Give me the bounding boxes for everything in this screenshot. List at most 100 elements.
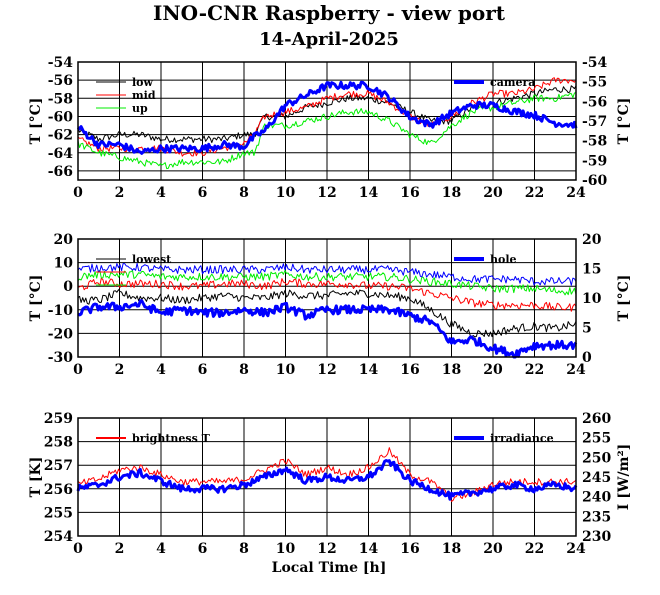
- plot-frame: [77, 417, 577, 537]
- series-line-green: [77, 269, 577, 296]
- x-tick-label: 24: [566, 362, 586, 378]
- y-tick-label: -56: [48, 73, 73, 89]
- y-tick-label: 20: [54, 232, 74, 248]
- x-tick-label: 16: [400, 185, 419, 201]
- y2-tick-label: 230: [582, 529, 611, 545]
- panel-1: 0 2 4 6 8 10 12 14 16 18 20 22 24-66-64-62-60-58-56-…: [28, 55, 632, 201]
- x-tick-label: 24: [566, 185, 586, 201]
- x-tick-label: 10: [276, 541, 296, 557]
- x-tick-label: 8: [239, 362, 249, 378]
- y2-axis-label: T [°C]: [616, 275, 632, 322]
- y-tick-label: 259: [44, 411, 73, 427]
- legend-label: mid: [132, 89, 156, 102]
- x-tick-label: 8: [239, 185, 249, 201]
- y-tick-label: 254: [44, 529, 73, 545]
- x-tick-label: 4: [156, 185, 166, 201]
- x-tick-label: 20: [483, 185, 503, 201]
- series-line-red: [77, 277, 577, 312]
- y2-tick-label: 20: [582, 232, 602, 248]
- y-tick-label: 0: [63, 279, 73, 295]
- y2-axis-label: T [°C]: [616, 98, 632, 145]
- y2-tick-label: 235: [582, 509, 611, 525]
- x-tick-label: 0: [73, 362, 83, 378]
- y2-tick-label: 240: [582, 490, 611, 506]
- y2-tick-label: 5: [582, 321, 592, 337]
- x-tick-label: 6: [198, 185, 208, 201]
- y2-tick-label: 260: [582, 411, 611, 427]
- y2-tick-label: 255: [582, 431, 611, 447]
- series-line-irradiance: [76, 459, 578, 501]
- legend-label: camera: [490, 76, 535, 89]
- y2-axis-label: I [W/m²]: [616, 444, 632, 510]
- y2-tick-label: 10: [582, 291, 602, 307]
- y2-tick-label: 250: [582, 450, 611, 466]
- x-tick-label: 2: [115, 362, 125, 378]
- x-tick-label: 2: [115, 541, 125, 557]
- x-tick-label: 4: [156, 362, 166, 378]
- series-line-camera: [76, 80, 578, 155]
- y-tick-label: -64: [48, 146, 74, 162]
- y-tick-label: -54: [48, 55, 74, 71]
- x-tick-label: 22: [525, 362, 544, 378]
- panel-2: 0 2 4 6 8 10 12 14 16 18 20 22 24-30-20-100102005101…: [28, 232, 632, 378]
- y-tick-label: 10: [54, 256, 74, 272]
- series-line-black: [77, 289, 577, 338]
- y-tick-label: -62: [48, 128, 73, 144]
- y2-tick-label: 245: [582, 470, 611, 486]
- legend-label: lowest: [132, 253, 172, 266]
- x-tick-label: 4: [156, 541, 166, 557]
- x-tick-label: 14: [359, 185, 379, 201]
- x-tick-label: 12: [317, 185, 336, 201]
- y-tick-label: 256: [44, 482, 73, 498]
- y2-tick-label: -54: [582, 55, 608, 71]
- x-tick-label: 16: [400, 362, 419, 378]
- legend-label: low: [132, 76, 154, 89]
- y2-tick-label: -60: [582, 173, 608, 189]
- series-line-mid: [77, 77, 577, 157]
- series-line-up: [77, 92, 577, 170]
- x-tick-label: 10: [276, 362, 296, 378]
- x-tick-label: 22: [525, 541, 544, 557]
- x-tick-label: 18: [442, 185, 461, 201]
- y2-tick-label: -59: [582, 153, 607, 169]
- y-tick-label: -20: [48, 326, 74, 342]
- y2-tick-label: 15: [582, 262, 601, 278]
- y-tick-label: -10: [48, 303, 74, 319]
- x-tick-label: 14: [359, 541, 379, 557]
- x-tick-label: 20: [483, 362, 503, 378]
- y-tick-label: -30: [48, 350, 74, 366]
- x-tick-label: 12: [317, 541, 336, 557]
- y-axis-label: T [°C]: [28, 275, 44, 322]
- x-tick-label: 8: [239, 541, 249, 557]
- y-tick-label: -66: [48, 164, 73, 180]
- x-tick-label: 12: [317, 362, 336, 378]
- y2-tick-label: -55: [582, 75, 607, 91]
- x-tick-label: 20: [483, 541, 503, 557]
- legend-label: up: [132, 102, 148, 115]
- x-tick-label: 24: [566, 541, 586, 557]
- x-tick-label: 16: [400, 541, 419, 557]
- y-tick-label: -60: [48, 109, 74, 125]
- y2-tick-label: -56: [582, 94, 607, 110]
- x-tick-label: 18: [442, 541, 461, 557]
- y-axis-label: T [°C]: [28, 98, 44, 145]
- legend-label: brightness T: [132, 432, 211, 445]
- series-line-hole: [77, 299, 578, 359]
- x-tick-label: 14: [359, 362, 379, 378]
- x-tick-label: 10: [276, 185, 296, 201]
- legend-label: hole: [490, 253, 517, 266]
- y2-tick-label: -58: [582, 134, 607, 150]
- y-tick-label: -58: [48, 91, 73, 107]
- chart-subtitle: 14-April-2025: [259, 29, 399, 50]
- x-tick-label: 2: [115, 185, 125, 201]
- plot-frame: [77, 238, 577, 358]
- x-tick-label: 6: [198, 362, 208, 378]
- x-tick-label: 0: [73, 541, 83, 557]
- y-tick-label: 257: [44, 458, 73, 474]
- y-axis-label: T [K]: [28, 457, 44, 498]
- y-tick-label: 258: [44, 435, 73, 451]
- x-tick-label: 6: [198, 541, 208, 557]
- x-tick-label: 22: [525, 185, 544, 201]
- x-axis-label: Local Time [h]: [272, 560, 387, 576]
